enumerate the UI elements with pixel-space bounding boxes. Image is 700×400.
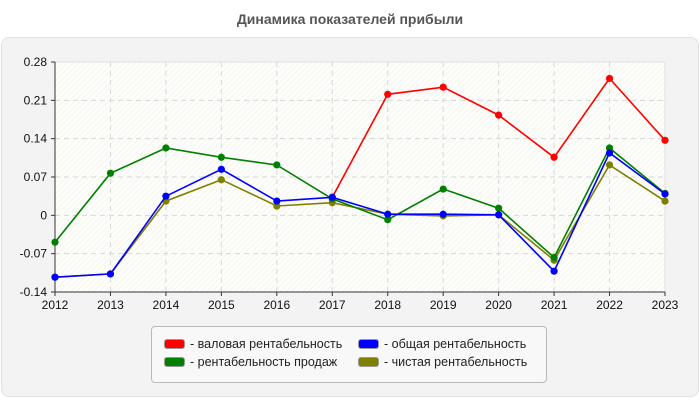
legend-label: - общая рентабельность [384,337,527,351]
legend-item-gross-margin: - валовая рентабельность [164,337,342,351]
y-tick-label: 0 [40,208,47,222]
data-point[interactable] [106,169,115,177]
data-point[interactable] [328,193,336,201]
data-point[interactable] [51,238,59,246]
data-point[interactable] [661,190,669,198]
series-2 [51,144,669,262]
y-tick-label: 0.21 [24,93,48,107]
legend-swatch-blue [358,339,379,349]
data-point[interactable] [439,83,447,91]
data-point[interactable] [384,90,392,98]
x-tick-label: 2021 [541,298,568,312]
data-point[interactable] [495,211,503,219]
data-point[interactable] [273,202,281,210]
data-point[interactable] [661,197,669,205]
data-point[interactable] [51,273,59,281]
data-point[interactable] [605,74,614,83]
series-1 [51,149,669,281]
legend-item-sales-margin: - рентабельность продаж [164,355,337,369]
data-point[interactable] [106,270,115,278]
data-point[interactable] [550,153,558,161]
x-tick-label: 2017 [319,298,346,312]
data-point[interactable] [162,192,170,200]
x-tick-label: 2014 [153,298,180,312]
series-lines [51,74,669,281]
legend-item-total-margin: - общая рентабельность [358,337,526,351]
x-tick-label: 2016 [263,298,290,312]
y-tick-label: 0.28 [24,55,48,69]
data-point[interactable] [217,176,225,184]
data-point[interactable] [217,153,225,161]
x-tick-label: 2019 [430,298,457,312]
y-tick-label: -0.14 [20,285,48,299]
data-point[interactable] [550,253,558,262]
chart-title: Динамика показателей прибыли [236,11,464,27]
data-point[interactable] [162,144,170,152]
legend-swatch-olive [358,357,379,367]
data-point[interactable] [661,136,669,144]
series-0 [328,74,669,201]
legend-label: - чистая рентабельность [384,355,528,369]
y-tick-label: 0.07 [24,170,48,184]
x-tick-label: 2020 [485,298,512,312]
x-tick-label: 2013 [97,298,124,312]
data-point[interactable] [439,210,447,218]
legend-swatch-green [164,357,185,367]
data-point[interactable] [384,210,392,218]
data-point[interactable] [217,165,225,173]
x-tick-label: 2015 [208,298,235,312]
data-point[interactable] [605,161,614,169]
legend: - валовая рентабельность - общая рентабе… [151,326,547,383]
data-point[interactable] [605,144,614,152]
x-tick-label: 2018 [374,298,401,312]
y-tick-label: -0.07 [20,247,48,261]
data-point[interactable] [550,267,558,275]
x-tick-label: 2022 [596,298,623,312]
data-point[interactable] [605,149,614,157]
legend-label: - рентабельность продаж [190,355,338,369]
legend-label: - валовая рентабельность [190,337,343,351]
y-tick-label: 0.14 [24,132,48,146]
data-point[interactable] [273,161,281,169]
data-point[interactable] [384,216,392,224]
x-tick-label: 2012 [42,298,69,312]
x-tick-label: 2023 [652,298,679,312]
legend-item-net-margin: - чистая рентабельность [358,355,527,369]
legend-swatch-red [164,339,185,349]
data-point[interactable] [495,204,503,212]
data-point[interactable] [495,111,503,119]
grid-lines [55,62,665,292]
data-point[interactable] [439,185,447,193]
data-point[interactable] [273,197,281,205]
